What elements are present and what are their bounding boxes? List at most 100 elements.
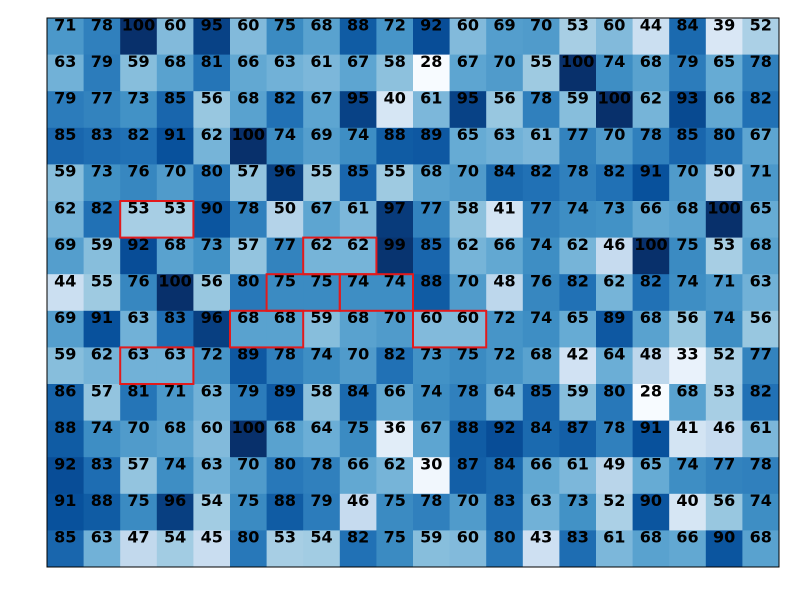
cell-value-label: 62: [384, 455, 406, 474]
cell-value-label: 91: [640, 418, 662, 437]
cell-value-label: 70: [237, 455, 259, 474]
heatmap-cell: [376, 347, 414, 385]
heatmap-cell: [266, 493, 304, 531]
cell-value-label: 78: [457, 381, 479, 400]
cell-value-label: 70: [457, 162, 479, 181]
cell-value-label: 62: [201, 125, 223, 144]
heatmap-cell: [632, 457, 670, 495]
cell-value-label: 80: [274, 455, 296, 474]
heatmap-cell: [669, 457, 707, 495]
cell-value-label: 56: [201, 272, 223, 291]
heatmap-cell: [376, 91, 414, 129]
heatmap-cell: [522, 54, 560, 92]
heatmap-cell: [632, 127, 670, 165]
heatmap-cell: [559, 237, 597, 275]
highlight-box: [119, 200, 195, 239]
heatmap-cell: [376, 237, 414, 275]
cell-value-label: 50: [274, 198, 296, 217]
cell-value-label: 82: [567, 272, 589, 291]
heatmap-cell: [339, 457, 377, 495]
cell-value-label: 92: [493, 418, 515, 437]
heatmap-cell: [339, 347, 377, 385]
cell-value-label: 76: [127, 162, 149, 181]
cell-value-label: 70: [530, 15, 552, 34]
cell-value-label: 84: [530, 418, 552, 437]
cell-value-label: 59: [310, 308, 332, 327]
cell-value-label: 56: [493, 89, 515, 108]
heatmap-cell: [47, 274, 85, 312]
heatmap-cell: [742, 164, 780, 202]
heatmap-cell: [413, 18, 451, 56]
cell-value-label: 83: [91, 125, 113, 144]
heatmap-cell: [522, 274, 560, 312]
heatmap-cell: [303, 493, 341, 531]
cell-value-label: 100: [122, 15, 155, 34]
highlight-box: [229, 309, 305, 349]
cell-value-label: 64: [603, 345, 625, 364]
heatmap-cell: [83, 384, 121, 422]
heatmap-cell: [120, 201, 158, 239]
heatmap-cell: [230, 91, 268, 129]
cell-value-label: 82: [640, 272, 662, 291]
heatmap-cell: [559, 18, 597, 56]
heatmap-cell: [303, 91, 341, 129]
cell-value-label: 82: [347, 528, 369, 547]
heatmap-cell: [230, 54, 268, 92]
cell-value-label: 84: [676, 15, 698, 34]
heatmap-cell: [522, 127, 560, 165]
heatmap-cell: [559, 127, 597, 165]
heatmap-cell: [559, 274, 597, 312]
cell-value-label: 60: [237, 15, 259, 34]
heatmap-cell: [486, 237, 524, 275]
cell-value-label: 73: [201, 235, 223, 254]
cell-value-label: 74: [347, 125, 369, 144]
heatmap-cell: [705, 54, 743, 92]
cell-value-label: 53: [713, 235, 735, 254]
heatmap-cell: [742, 420, 780, 458]
cell-value-label: 82: [274, 89, 296, 108]
cell-value-label: 63: [750, 272, 772, 291]
cell-value-label: 57: [237, 162, 259, 181]
heatmap-cell: [669, 274, 707, 312]
heatmap-cell: [83, 54, 121, 92]
heatmap-cell: [449, 54, 487, 92]
heatmap-cell: [303, 420, 341, 458]
heatmap-cell: [705, 274, 743, 312]
cell-value-label: 77: [91, 89, 113, 108]
cell-value-label: 30: [420, 455, 442, 474]
cell-value-label: 68: [750, 528, 772, 547]
heatmap-cell: [705, 201, 743, 239]
heatmap-cell: [522, 420, 560, 458]
cell-value-label: 63: [91, 528, 113, 547]
heatmap-cell: [596, 457, 634, 495]
cell-value-label: 88: [347, 15, 369, 34]
heatmap-cell: [376, 127, 414, 165]
heatmap-cell: [596, 127, 634, 165]
heatmap-cell: [522, 201, 560, 239]
heatmap-cell: [559, 201, 597, 239]
heatmap-cell: [449, 530, 487, 568]
heatmap-cell: [193, 54, 231, 92]
heatmap-cell: [632, 18, 670, 56]
cell-value-label: 44: [640, 15, 662, 34]
heatmap-cell: [266, 457, 304, 495]
heatmap-cell: [596, 347, 634, 385]
heatmap-cell: [120, 420, 158, 458]
heatmap-cell: [339, 91, 377, 129]
heatmap-cell: [156, 164, 194, 202]
heatmap-cell: [632, 420, 670, 458]
cell-value-label: 77: [750, 345, 772, 364]
cell-value-label: 73: [127, 89, 149, 108]
cell-value-label: 55: [530, 52, 552, 71]
cell-value-label: 75: [457, 345, 479, 364]
heatmap-cell: [47, 164, 85, 202]
highlight-box: [412, 309, 488, 349]
heatmap-cell: [705, 457, 743, 495]
heatmap-cell: [193, 384, 231, 422]
heatmap-cell: [413, 457, 451, 495]
heatmap-cell: [47, 347, 85, 385]
cell-value-label: 62: [91, 345, 113, 364]
cell-value-label: 63: [201, 455, 223, 474]
cell-value-label: 68: [640, 528, 662, 547]
heatmap-cell: [486, 384, 524, 422]
